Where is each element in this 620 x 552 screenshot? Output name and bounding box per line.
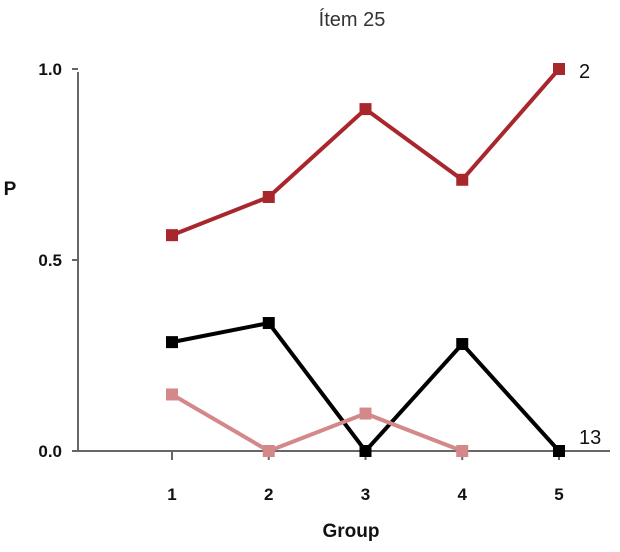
series-end-label: 13	[579, 427, 601, 449]
data-point	[456, 173, 469, 186]
data-point	[553, 445, 565, 457]
x-tick-label: 2	[264, 485, 273, 504]
x-ticks: 1 2 3 4 5	[167, 451, 564, 504]
data-point	[553, 63, 565, 75]
x-tick-label: 5	[554, 485, 563, 504]
data-point	[359, 103, 372, 116]
y-tick-label: 0.5	[38, 251, 62, 270]
series-end-label: 2	[579, 61, 590, 83]
data-point	[166, 388, 178, 401]
x-tick-label: 3	[361, 485, 370, 504]
series-3	[166, 388, 469, 457]
data-point	[262, 445, 275, 457]
series-line	[171, 67, 561, 238]
series-line	[170, 392, 463, 454]
x-tick-label: 1	[167, 485, 176, 504]
series-1: 2	[166, 61, 590, 242]
data-point	[456, 445, 469, 457]
axes	[77, 72, 610, 452]
data-point	[166, 336, 178, 349]
y-tick-label: 0.0	[38, 442, 62, 461]
data-point	[359, 445, 372, 457]
data-point	[262, 317, 275, 330]
y-axis-label: P	[4, 179, 17, 200]
series-line	[171, 320, 561, 455]
y-tick-label: 1.0	[38, 60, 62, 79]
data-point	[166, 229, 178, 242]
data-point	[262, 190, 275, 203]
chart-title: Ítem 25	[319, 8, 386, 31]
series-group: 2 13	[166, 61, 601, 457]
x-axis-label: Group	[323, 521, 380, 542]
data-point	[456, 338, 469, 351]
x-tick-label: 4	[458, 485, 468, 504]
data-point	[359, 407, 372, 420]
series-2: 13	[166, 317, 601, 457]
y-ticks: 0.0 0.5 1.0	[38, 60, 78, 461]
